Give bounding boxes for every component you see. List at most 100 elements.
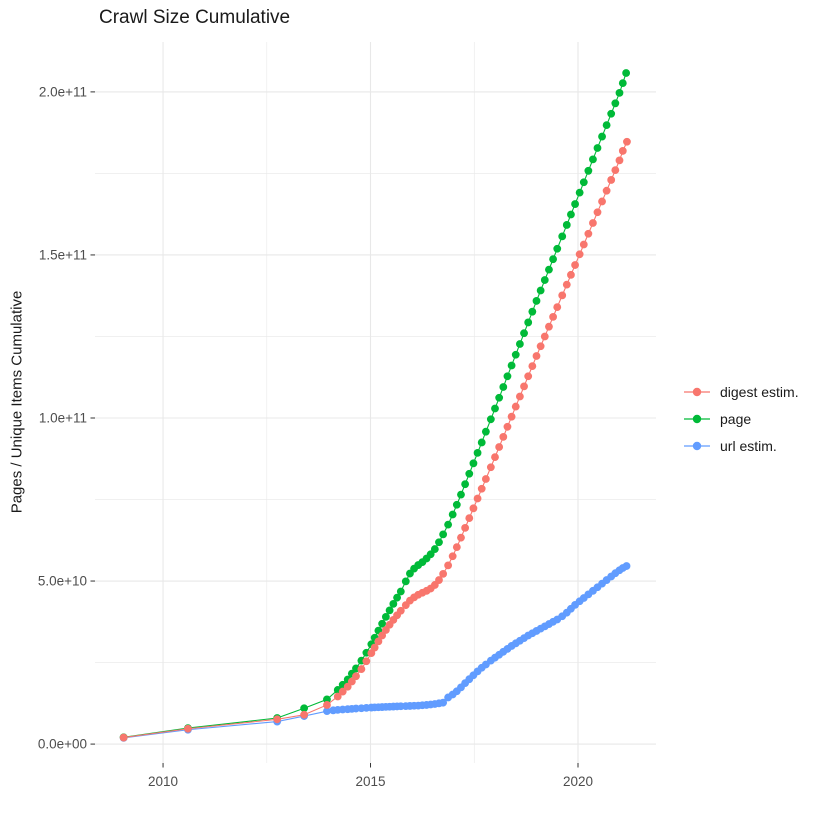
data-point bbox=[481, 427, 490, 436]
x-axis-tick-labels: 2010 2015 2020 bbox=[148, 774, 593, 789]
data-point bbox=[300, 710, 309, 719]
data-point bbox=[584, 229, 593, 238]
data-point bbox=[567, 210, 575, 219]
data-point bbox=[545, 265, 553, 274]
data-point bbox=[524, 318, 533, 327]
data-point bbox=[598, 132, 606, 141]
data-point bbox=[477, 484, 486, 493]
data-point bbox=[323, 707, 331, 716]
data-point bbox=[378, 619, 387, 628]
series-digest-estim- bbox=[119, 137, 631, 742]
data-point bbox=[469, 504, 478, 513]
data-point bbox=[385, 606, 394, 615]
data-point bbox=[579, 240, 588, 249]
data-point bbox=[536, 286, 545, 295]
x-tick-label: 2015 bbox=[355, 774, 385, 789]
data-point bbox=[448, 510, 457, 519]
data-point bbox=[515, 392, 524, 401]
data-point bbox=[511, 350, 520, 359]
data-point bbox=[579, 178, 588, 187]
x-tick-label: 2010 bbox=[148, 774, 178, 789]
data-point bbox=[300, 704, 309, 713]
legend-label-url-estim: url estim. bbox=[720, 437, 777, 454]
data-point bbox=[623, 137, 631, 146]
data-point bbox=[469, 459, 478, 468]
data-point bbox=[575, 188, 584, 197]
data-point bbox=[553, 303, 562, 312]
data-point bbox=[507, 412, 516, 421]
data-point bbox=[553, 244, 562, 253]
legend-item-digest-estim: digest estim. bbox=[682, 378, 799, 405]
data-point bbox=[452, 500, 461, 509]
data-point bbox=[549, 312, 557, 321]
data-point bbox=[378, 631, 387, 640]
data-point bbox=[593, 144, 602, 152]
y-tick-label: 2.0e+11 bbox=[39, 84, 87, 99]
data-point bbox=[323, 701, 331, 709]
legend: digest estim. page url estim. bbox=[682, 378, 799, 459]
data-point bbox=[333, 692, 342, 701]
data-point bbox=[511, 402, 520, 411]
data-point bbox=[473, 494, 482, 503]
data-point bbox=[273, 715, 282, 724]
data-point bbox=[426, 550, 435, 559]
data-point bbox=[352, 672, 360, 681]
data-point bbox=[381, 613, 390, 621]
data-point bbox=[435, 538, 443, 547]
data-point bbox=[444, 520, 453, 529]
data-point bbox=[393, 593, 401, 602]
data-point bbox=[545, 322, 553, 331]
data-point bbox=[357, 665, 366, 673]
data-point bbox=[457, 490, 465, 499]
data-point bbox=[584, 166, 593, 175]
data-point bbox=[540, 276, 549, 284]
data-point bbox=[615, 88, 624, 97]
data-point bbox=[558, 291, 567, 300]
legend-key-digest-icon bbox=[684, 387, 710, 396]
legend-key-page-icon bbox=[684, 414, 710, 423]
data-point bbox=[495, 393, 504, 402]
data-point bbox=[558, 232, 567, 241]
series-url-estim- bbox=[119, 562, 631, 742]
data-point bbox=[520, 329, 528, 338]
data-point bbox=[477, 438, 486, 447]
data-point bbox=[618, 147, 627, 155]
data-point bbox=[503, 372, 512, 381]
data-point bbox=[602, 121, 611, 130]
legend-item-url-estim: url estim. bbox=[682, 432, 799, 459]
data-point bbox=[338, 687, 347, 696]
major-gridlines bbox=[95, 42, 656, 763]
data-point bbox=[396, 606, 405, 615]
data-point bbox=[532, 297, 541, 305]
data-point bbox=[618, 79, 627, 87]
data-point bbox=[486, 415, 495, 424]
data-point bbox=[611, 166, 620, 175]
series-page bbox=[119, 69, 631, 742]
data-point bbox=[481, 475, 490, 483]
data-point bbox=[374, 637, 383, 646]
data-point bbox=[515, 340, 524, 348]
data-point bbox=[622, 69, 631, 77]
data-point bbox=[491, 404, 499, 413]
data-point bbox=[622, 562, 631, 570]
data-point bbox=[495, 443, 504, 451]
data-point bbox=[536, 342, 545, 351]
data-point bbox=[439, 569, 448, 578]
data-point bbox=[549, 255, 557, 264]
data-point bbox=[486, 463, 495, 472]
data-point bbox=[396, 587, 405, 596]
data-point bbox=[528, 362, 537, 371]
legend-label-page: page bbox=[720, 410, 752, 427]
data-point bbox=[598, 197, 606, 206]
data-point bbox=[540, 332, 549, 341]
data-point bbox=[491, 453, 499, 462]
data-point bbox=[507, 361, 516, 370]
data-point bbox=[184, 724, 192, 733]
data-point bbox=[457, 533, 465, 542]
data-point bbox=[323, 695, 331, 704]
data-point bbox=[347, 677, 356, 686]
data-point bbox=[448, 552, 457, 561]
data-point bbox=[499, 383, 508, 391]
